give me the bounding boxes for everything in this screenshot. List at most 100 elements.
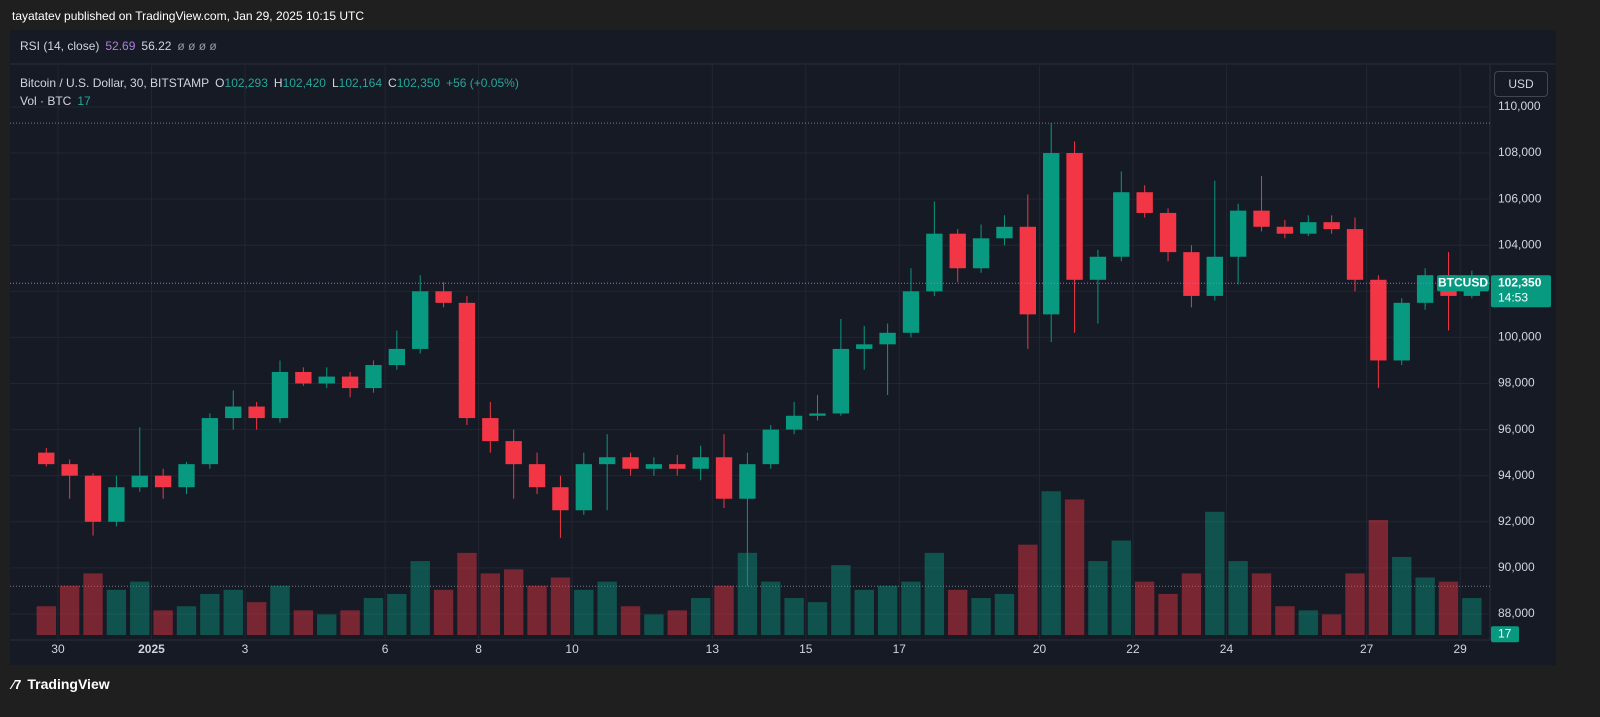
volume-bar: [130, 581, 150, 635]
volume-bar: [457, 552, 477, 635]
currency-button[interactable]: USD: [1494, 71, 1548, 97]
candle-body: [341, 376, 359, 389]
candle-body: [552, 487, 569, 511]
volume-bar: [877, 585, 898, 635]
candle-body: [1416, 275, 1434, 303]
symbol-legend: Bitcoin / U.S. Dollar, 30, BITSTAMP O 102…: [20, 76, 519, 90]
symbol-tag: [1437, 275, 1489, 292]
brand: ⁄7 TradingView: [12, 676, 110, 692]
ohlc-value: 102,420: [282, 76, 326, 90]
volume-bar: [901, 581, 921, 635]
y-tick-label: 88,000: [1498, 606, 1535, 620]
volume-bar: [317, 614, 337, 635]
candle-body: [528, 464, 546, 488]
x-tick-label: 15: [799, 642, 813, 656]
ohlc-key: H: [273, 76, 283, 90]
volume-bar: [994, 593, 1015, 635]
candle-body: [412, 291, 429, 349]
ohlc-value: 102,164: [338, 76, 383, 90]
candle-body: [1276, 226, 1294, 234]
volume-bar: [1064, 499, 1085, 635]
candle-body: [762, 429, 779, 465]
candle-body: [832, 348, 850, 414]
x-tick-label: 13: [706, 642, 720, 656]
volume-name: Vol · BTC: [20, 94, 72, 108]
volume-bar: [1018, 544, 1038, 635]
candle-body: [61, 464, 78, 476]
volume-bar: [200, 593, 220, 635]
x-tick-label: 22: [1126, 642, 1140, 656]
price-tag-countdown: 14:53: [1498, 290, 1528, 304]
x-tick-label: 17: [893, 642, 907, 656]
ohlc-item: L102,164: [332, 76, 382, 90]
volume-bar: [784, 598, 804, 635]
volume-bar: [1205, 511, 1225, 635]
change: +56 (+0.05%): [446, 76, 519, 90]
volume-bar: [153, 610, 173, 635]
symbol-title: Bitcoin / U.S. Dollar, 30, BITSTAMP: [20, 76, 210, 90]
x-tick-label: 6: [382, 642, 389, 656]
volume-bar: [1228, 561, 1248, 635]
candle-body: [1113, 192, 1130, 257]
brand-name: TradingView: [27, 676, 110, 692]
ohlc-key: L: [331, 76, 339, 90]
symbol-tag-text: BTCUSD: [1438, 275, 1488, 289]
x-tick-label: 30: [51, 642, 65, 656]
volume-bar: [1368, 520, 1389, 635]
x-tick-label: 20: [1033, 642, 1047, 656]
candle-body: [1300, 222, 1317, 234]
volume-tag: [1491, 626, 1519, 643]
price-tag: [1491, 275, 1551, 308]
y-tick-label: 106,000: [1498, 191, 1542, 205]
volume-bar: [690, 598, 711, 635]
ohlc-item: C102,350: [388, 76, 440, 90]
candle-body: [809, 413, 826, 416]
candle-body: [505, 441, 522, 465]
volume-bar: [270, 585, 290, 635]
x-tick-label: 29: [1453, 642, 1467, 656]
chart-bg: [10, 30, 1556, 665]
candle-body: [575, 464, 592, 511]
volume-bar: [831, 565, 851, 635]
candle-body: [1043, 153, 1060, 315]
volume-bar: [106, 589, 127, 635]
candle-body: [1370, 279, 1387, 361]
y-tick-label: 110,000: [1498, 99, 1541, 113]
candle-body: [365, 365, 382, 389]
candle-body: [84, 475, 102, 522]
volume-bar: [924, 552, 945, 635]
volume-bar: [340, 610, 360, 635]
volume-bar: [1041, 491, 1061, 635]
volume-bar: [1158, 593, 1178, 635]
candle-body: [154, 475, 172, 488]
volume-bar: [1181, 573, 1202, 635]
volume-bar: [527, 585, 547, 635]
candle-body: [1183, 252, 1200, 296]
rsi-name: RSI (14, close): [20, 39, 100, 53]
volume-bar: [83, 573, 103, 635]
volume-bar: [433, 589, 454, 635]
x-tick-label: 24: [1220, 642, 1234, 656]
volume-bar: [1111, 540, 1131, 635]
ohlc-key: C: [388, 76, 397, 90]
candle-body: [785, 415, 803, 430]
candle-body: [1019, 226, 1037, 315]
volume-bar: [761, 581, 781, 635]
volume-bar: [597, 581, 617, 635]
candle-body: [645, 464, 663, 469]
volume-bar: [387, 593, 407, 635]
candle-body: [178, 464, 195, 488]
volume-bar: [1275, 606, 1295, 635]
volume-bar: [59, 585, 80, 635]
volume-bar: [504, 569, 524, 635]
ohlc-key: O: [215, 76, 225, 90]
volume-bar: [948, 589, 968, 635]
candle-body: [972, 238, 990, 269]
candle-body: [1323, 222, 1340, 230]
candle-body: [318, 376, 335, 384]
candle-body: [295, 371, 312, 384]
candle-body: [1089, 256, 1107, 280]
ohlc-item: H102,420: [274, 76, 326, 90]
volume-bar: [480, 573, 500, 635]
